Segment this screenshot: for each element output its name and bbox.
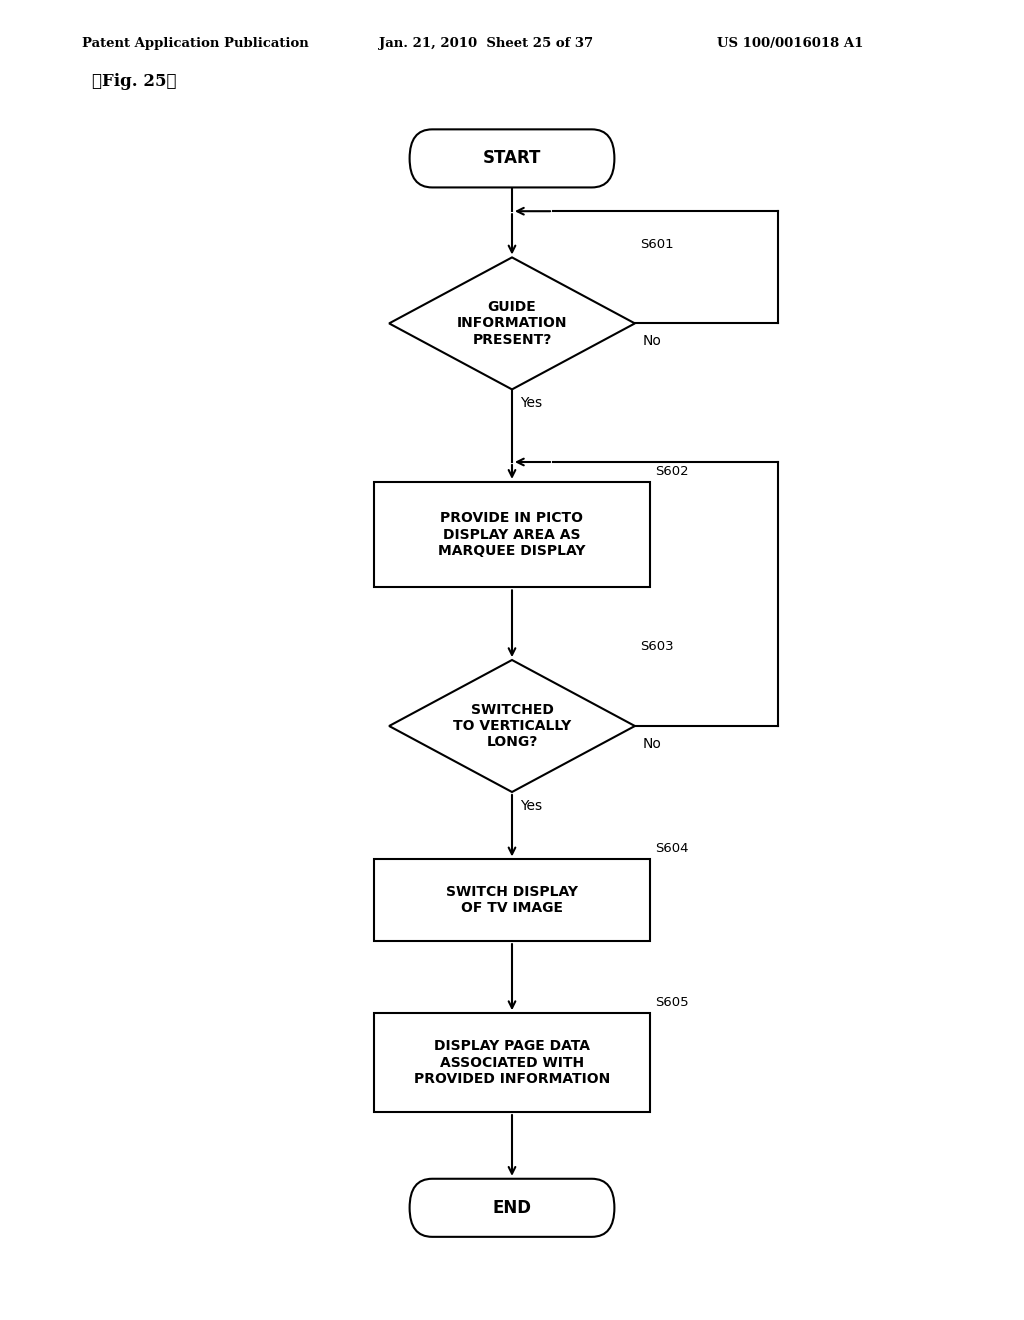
Bar [374,482,650,587]
FancyBboxPatch shape [410,1179,614,1237]
Polygon shape [389,257,635,389]
Text: Yes: Yes [520,799,543,813]
Text: START: START [482,149,542,168]
Text: S605: S605 [655,997,689,1008]
Text: US 100/0016018 A1: US 100/0016018 A1 [717,37,863,50]
Text: S603: S603 [640,640,674,653]
Polygon shape [389,660,635,792]
Text: Jan. 21, 2010  Sheet 25 of 37: Jan. 21, 2010 Sheet 25 of 37 [379,37,593,50]
Text: No: No [643,737,662,751]
Text: SWITCHED
TO VERTICALLY
LONG?: SWITCHED TO VERTICALLY LONG? [453,702,571,750]
Text: Patent Application Publication: Patent Application Publication [82,37,308,50]
Text: SWITCH DISPLAY
OF TV IMAGE: SWITCH DISPLAY OF TV IMAGE [446,886,578,915]
Text: GUIDE
INFORMATION
PRESENT?: GUIDE INFORMATION PRESENT? [457,300,567,347]
Text: DISPLAY PAGE DATA
ASSOCIATED WITH
PROVIDED INFORMATION: DISPLAY PAGE DATA ASSOCIATED WITH PROVID… [414,1039,610,1086]
Text: PROVIDE IN PICTO
DISPLAY AREA AS
MARQUEE DISPLAY: PROVIDE IN PICTO DISPLAY AREA AS MARQUEE… [438,511,586,558]
Text: S604: S604 [655,842,689,855]
Text: No: No [643,334,662,348]
Text: END: END [493,1199,531,1217]
Text: S601: S601 [640,238,674,251]
Bar [374,859,650,941]
FancyBboxPatch shape [410,129,614,187]
Text: S602: S602 [655,465,689,478]
Text: Yes: Yes [520,396,543,411]
Text: 【Fig. 25】: 【Fig. 25】 [92,73,177,90]
Bar [374,1014,650,1111]
